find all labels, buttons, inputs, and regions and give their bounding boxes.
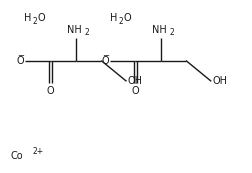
Text: −: − [17,51,24,60]
Text: OH: OH [127,76,142,86]
Text: −: − [101,51,108,60]
Text: 2: 2 [169,28,174,37]
Text: O: O [123,13,131,23]
Text: O: O [47,86,54,96]
Text: Co: Co [10,151,23,161]
Text: O: O [16,56,24,66]
Text: 2+: 2+ [33,147,44,156]
Text: H: H [110,13,117,23]
Text: O: O [101,56,108,66]
Text: OH: OH [212,76,227,86]
Text: NH: NH [67,25,82,35]
Text: NH: NH [151,25,166,35]
Text: O: O [38,13,45,23]
Text: O: O [131,86,139,96]
Text: H: H [24,13,31,23]
Text: 2: 2 [32,17,37,26]
Text: 2: 2 [118,17,122,26]
Text: 2: 2 [84,28,89,37]
